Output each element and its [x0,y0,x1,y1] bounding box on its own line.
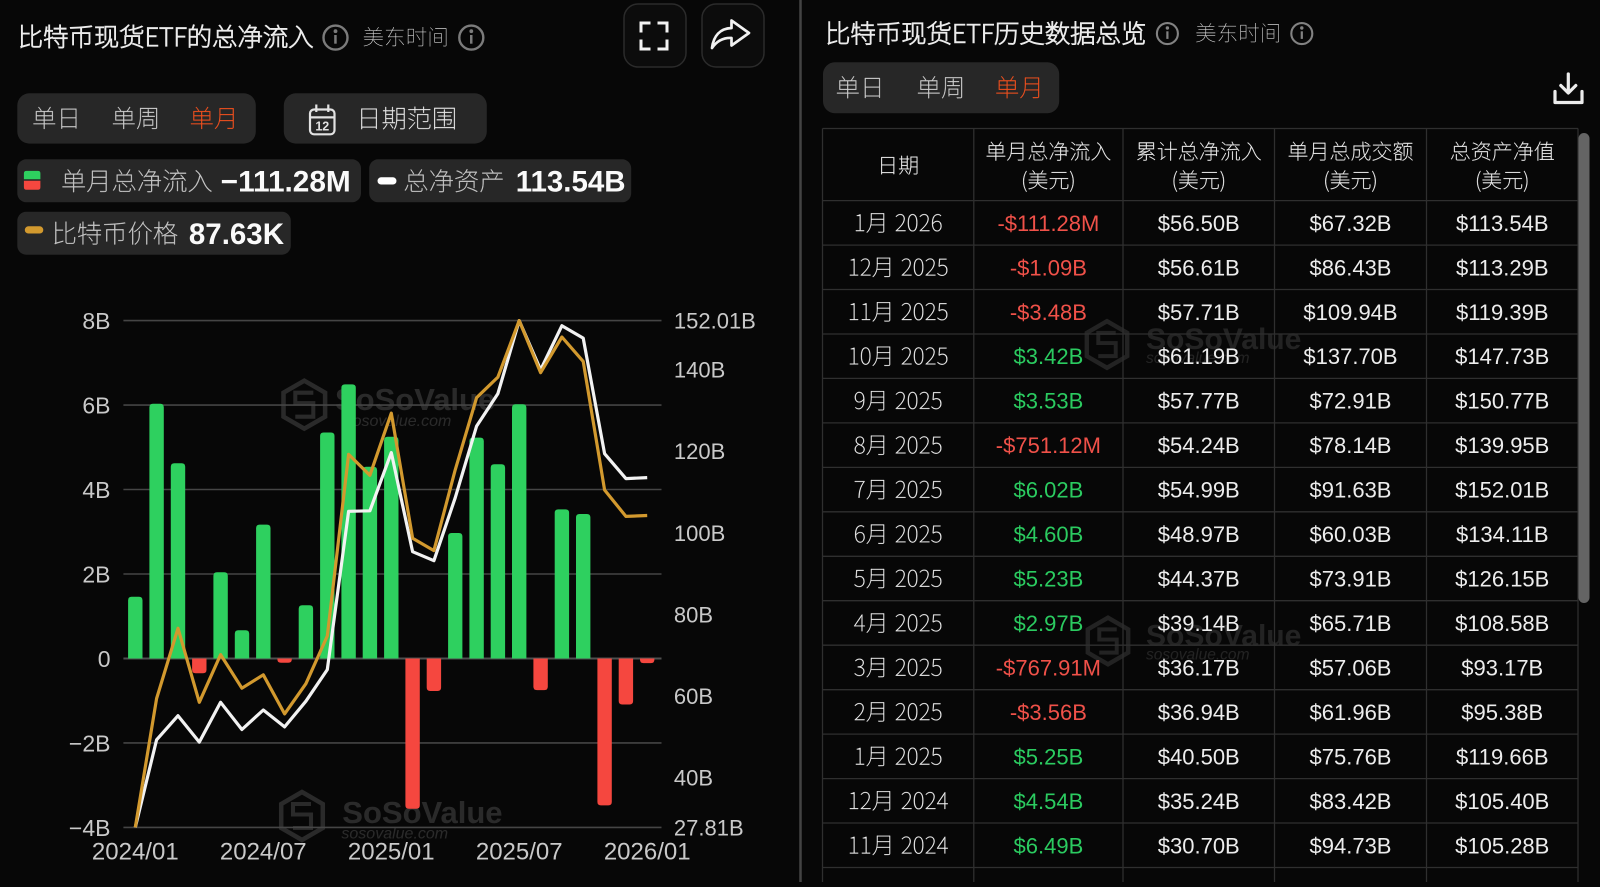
svg-text:$119.39B: $119.39B [1456,300,1549,325]
svg-text:$113.54B: $113.54B [1456,211,1549,236]
svg-text:sosovalue.com: sosovalue.com [341,826,448,843]
svg-text:$3.42B: $3.42B [1014,344,1084,369]
svg-text:140B: 140B [674,358,725,383]
svg-text:$75.76B: $75.76B [1310,744,1392,769]
svg-text:SoSoValue: SoSoValue [1146,323,1301,356]
svg-text:$36.94B: $36.94B [1158,700,1240,725]
svg-text:$108.58B: $108.58B [1455,611,1549,636]
svg-text:$105.28B: $105.28B [1455,833,1549,858]
svg-text:$83.42B: $83.42B [1310,789,1392,814]
svg-text:$4.54B: $4.54B [1014,789,1084,814]
svg-text:$134.11B: $134.11B [1456,522,1549,547]
svg-text:$40.50B: $40.50B [1158,744,1240,769]
svg-text:113.54B: 113.54B [516,165,626,198]
svg-text:$139.95B: $139.95B [1455,433,1549,458]
svg-text:-$1.09B: -$1.09B [1010,255,1087,280]
svg-text:-$751.12M: -$751.12M [996,433,1101,458]
svg-text:$150.77B: $150.77B [1455,389,1549,414]
svg-text:-$3.56B: -$3.56B [1010,700,1087,725]
svg-text:$126.15B: $126.15B [1455,567,1549,592]
svg-text:$5.23B: $5.23B [1014,567,1084,592]
svg-text:$93.17B: $93.17B [1461,655,1543,680]
svg-text:2024/07: 2024/07 [220,839,307,866]
svg-text:−2B: −2B [69,730,111,756]
svg-text:$61.19B: $61.19B [1158,344,1240,369]
svg-text:$109.94B: $109.94B [1303,300,1397,325]
svg-text:$39.14B: $39.14B [1158,611,1240,636]
svg-text:40B: 40B [674,766,713,791]
svg-text:$3.53B: $3.53B [1014,389,1084,414]
svg-text:$57.71B: $57.71B [1158,300,1240,325]
svg-text:$57.77B: $57.77B [1158,389,1240,414]
svg-text:−111.28M: −111.28M [221,165,351,198]
svg-text:$113.29B: $113.29B [1456,255,1549,280]
svg-text:$30.70B: $30.70B [1158,833,1240,858]
svg-text:$5.25B: $5.25B [1014,744,1084,769]
svg-text:$147.73B: $147.73B [1455,344,1549,369]
svg-text:2026/01: 2026/01 [604,839,691,866]
svg-text:SoSoValue: SoSoValue [335,382,495,417]
svg-text:$105.40B: $105.40B [1455,789,1549,814]
svg-text:$36.17B: $36.17B [1158,655,1240,680]
svg-text:0: 0 [98,646,111,672]
svg-text:SoSoValue: SoSoValue [1146,620,1301,653]
svg-text:$72.91B: $72.91B [1310,389,1392,414]
svg-text:$152.01B: $152.01B [1455,478,1549,503]
svg-text:$48.97B: $48.97B [1158,522,1240,547]
svg-text:$54.99B: $54.99B [1158,478,1240,503]
svg-text:$73.91B: $73.91B [1310,567,1392,592]
svg-text:$119.66B: $119.66B [1456,744,1549,769]
svg-text:152.01B: 152.01B [674,309,756,334]
svg-text:$6.02B: $6.02B [1014,478,1084,503]
svg-text:12: 12 [315,120,329,134]
svg-text:−4B: −4B [69,815,111,841]
svg-text:100B: 100B [674,521,725,546]
svg-text:SoSoValue: SoSoValue [342,795,502,830]
svg-text:$86.43B: $86.43B [1310,255,1392,280]
svg-text:$57.06B: $57.06B [1310,655,1392,680]
svg-text:60B: 60B [674,684,713,709]
svg-text:sosovalue.com: sosovalue.com [1146,647,1250,664]
svg-text:27.81B: 27.81B [674,815,744,840]
svg-text:2024/01: 2024/01 [92,839,179,866]
svg-text:$56.50B: $56.50B [1158,211,1240,236]
svg-text:4B: 4B [82,477,110,503]
svg-text:$78.14B: $78.14B [1310,433,1392,458]
svg-text:$4.60B: $4.60B [1014,522,1084,547]
svg-text:6B: 6B [82,392,110,418]
svg-text:$2.97B: $2.97B [1014,611,1084,636]
svg-text:$60.03B: $60.03B [1310,522,1392,547]
svg-text:$65.71B: $65.71B [1310,611,1392,636]
svg-text:$6.49B: $6.49B [1014,833,1084,858]
svg-text:2025/01: 2025/01 [348,839,435,866]
svg-text:$137.70B: $137.70B [1303,344,1397,369]
svg-text:sosovalue.com: sosovalue.com [345,413,452,430]
svg-text:$56.61B: $56.61B [1158,255,1240,280]
svg-text:$61.96B: $61.96B [1310,700,1392,725]
svg-text:$94.73B: $94.73B [1310,833,1392,858]
svg-text:2025/07: 2025/07 [476,839,563,866]
svg-text:80B: 80B [674,602,713,627]
svg-text:$67.32B: $67.32B [1310,211,1392,236]
svg-text:$35.24B: $35.24B [1158,789,1240,814]
svg-text:-$111.28M: -$111.28M [997,211,1099,236]
svg-text:sosovalue.com: sosovalue.com [1146,350,1250,367]
svg-text:-$3.48B: -$3.48B [1010,300,1087,325]
svg-text:$44.37B: $44.37B [1158,567,1240,592]
svg-text:-$767.91M: -$767.91M [996,655,1101,680]
svg-text:120B: 120B [674,439,725,464]
svg-text:$95.38B: $95.38B [1461,700,1543,725]
svg-text:87.63K: 87.63K [189,218,285,251]
svg-text:$91.63B: $91.63B [1310,478,1392,503]
svg-text:8B: 8B [82,308,110,334]
svg-text:2B: 2B [82,561,110,587]
svg-text:$54.24B: $54.24B [1158,433,1240,458]
